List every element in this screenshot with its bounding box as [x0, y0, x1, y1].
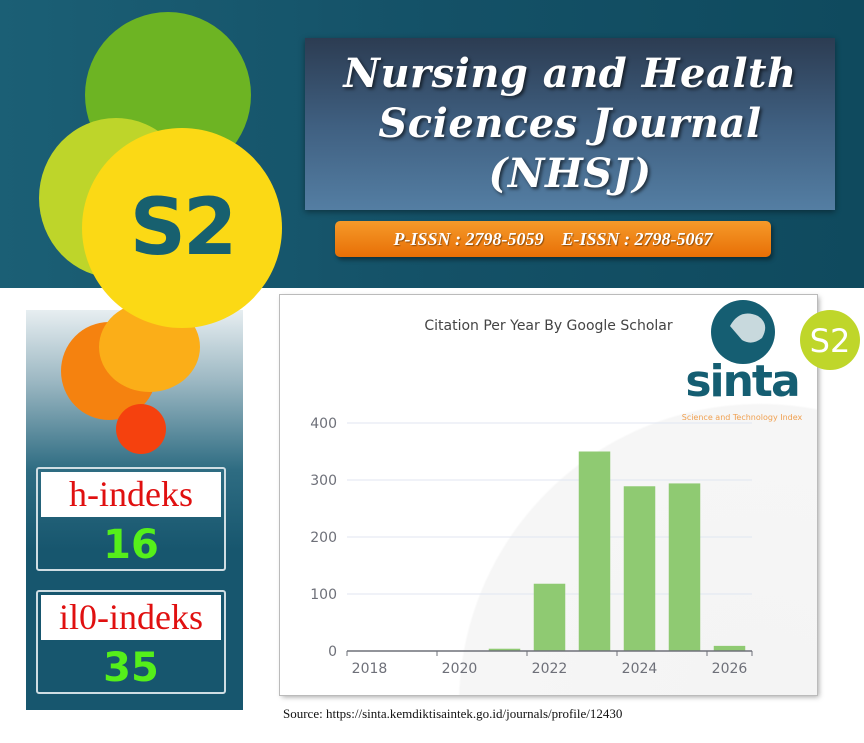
y-tick-label: 100	[310, 587, 337, 603]
sinta-s2-text: S2	[810, 322, 851, 360]
sinta-wordmark: sinta	[685, 356, 798, 407]
bar-2023	[578, 451, 611, 651]
journal-title-line: Sciences Journal	[378, 100, 762, 147]
h-index-value: 16	[103, 522, 159, 568]
sinta-s2-badge	[800, 310, 860, 370]
red-circle-decoration	[116, 404, 166, 454]
h-index-box: h-indeks 16	[36, 467, 226, 571]
bar-2025	[668, 483, 701, 651]
bar-2022	[533, 583, 566, 651]
sinta-logo: S2 sinta Science and Technology Index	[682, 300, 860, 422]
source-note: Source: https://sinta.kemdiktisaintek.go…	[283, 706, 623, 721]
h-index-label: h-indeks	[41, 472, 221, 517]
s2-badge: S2	[82, 128, 282, 328]
e-issn: E-ISSN : 2798-5067	[561, 228, 713, 249]
y-tick-label: 200	[310, 530, 337, 546]
bar-chart: 0 100 200 300 400 2018 2020 2022 2024 2026	[310, 416, 753, 677]
s2-badge-text: S2	[129, 183, 237, 273]
x-tick-label: 2022	[532, 661, 568, 677]
bar-2021	[488, 648, 521, 651]
chart-card: Citation Per Year By Google Scholar 0 100…	[280, 295, 817, 695]
journal-title-box: Nursing and Health Sciences Journal (NHS…	[305, 38, 835, 210]
chart-title: Citation Per Year By Google Scholar	[424, 318, 673, 334]
journal-title-line: Nursing and Health	[343, 50, 797, 97]
sinta-tagline: Science and Technology Index	[682, 413, 803, 422]
bar-2026	[713, 645, 746, 651]
x-tick-label: 2020	[442, 661, 478, 677]
i10-index-value: 35	[103, 645, 159, 691]
i10-index-box: il0-indeks 35	[36, 590, 226, 694]
y-tick-label: 0	[328, 644, 337, 660]
x-tick-label: 2024	[622, 661, 658, 677]
journal-title-line: (NHSJ)	[488, 150, 652, 197]
x-tick-label: 2026	[712, 661, 748, 677]
x-tick-label: 2018	[352, 661, 388, 677]
p-issn: P-ISSN : 2798-5059	[393, 228, 544, 249]
i10-index-label: il0-indeks	[41, 595, 221, 640]
bar-2024	[623, 486, 656, 651]
issn-bar: P-ISSN : 2798-5059 E-ISSN : 2798-5067	[335, 221, 771, 257]
y-tick-label: 300	[310, 473, 337, 489]
y-tick-label: 400	[310, 416, 337, 432]
